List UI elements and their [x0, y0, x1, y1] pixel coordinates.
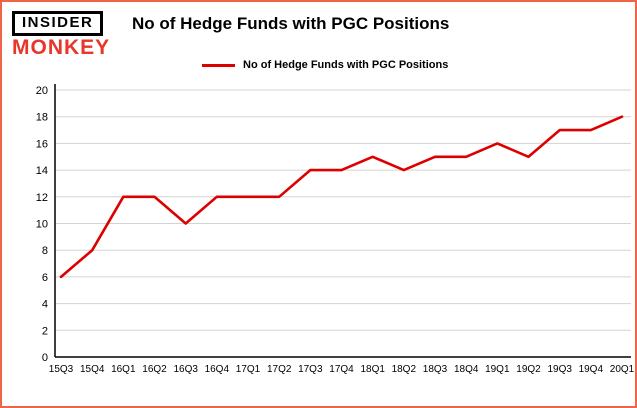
x-tick-label: 17Q4	[329, 364, 354, 375]
data-line	[59, 115, 624, 279]
x-tick-label: 16Q1	[111, 364, 136, 375]
insider-monkey-logo: INSIDER MONKEY	[12, 11, 122, 58]
y-tick-label: 8	[42, 245, 48, 257]
x-tick-label: 19Q1	[485, 364, 510, 375]
x-tick-label: 15Q4	[80, 364, 105, 375]
legend: No of Hedge Funds with PGC Positions	[202, 59, 448, 71]
x-tick-label: 17Q3	[298, 364, 323, 375]
x-tick-label: 18Q1	[360, 364, 385, 375]
y-tick-label: 16	[36, 138, 48, 150]
x-tick-label: 19Q3	[547, 364, 572, 375]
y-tick-label: 20	[36, 85, 48, 97]
x-tick-label: 16Q2	[142, 364, 167, 375]
logo-monkey-text: MONKEY	[12, 35, 111, 59]
y-tick-label: 4	[42, 299, 48, 311]
legend-line-swatch	[202, 63, 235, 67]
y-tick-label: 18	[36, 112, 48, 124]
x-tick-label: 16Q3	[173, 364, 198, 375]
y-tick-label: 12	[36, 192, 48, 204]
x-tick-label: 17Q1	[236, 364, 261, 375]
y-tick-label: 0	[42, 352, 48, 364]
y-tick-label: 14	[36, 165, 48, 177]
y-tick-label: 10	[36, 219, 48, 231]
x-tick-label: 19Q2	[516, 364, 541, 375]
y-tick-label: 6	[42, 272, 48, 284]
x-tick-label: 17Q2	[267, 364, 292, 375]
x-tick-label: 20Q1	[610, 364, 635, 375]
x-tick-label: 18Q4	[454, 364, 479, 375]
line-chart: 0 2 4 6 8 10 12 14 16 18 20 15Q3 15Q4 16Q1 16Q2 16Q3 16Q…	[2, 78, 635, 406]
logo-insider-text: INSIDER	[12, 11, 104, 36]
x-tick-label: 16Q4	[205, 364, 230, 375]
x-tick-label: 15Q3	[49, 364, 74, 375]
x-tick-label: 19Q4	[579, 364, 604, 375]
chart-title: No of Hedge Funds with PGC Positions	[132, 14, 450, 33]
y-tick-label: 2	[42, 325, 48, 337]
x-tick-label: 18Q3	[423, 364, 448, 375]
legend-label: No of Hedge Funds with PGC Positions	[243, 59, 449, 71]
x-tick-label: 18Q2	[392, 364, 417, 375]
line-chart-svg: 0 2 4 6 8 10 12 14 16 18 20 15Q3 15Q4 16Q1 16Q2 16Q3 16Q…	[36, 84, 635, 375]
